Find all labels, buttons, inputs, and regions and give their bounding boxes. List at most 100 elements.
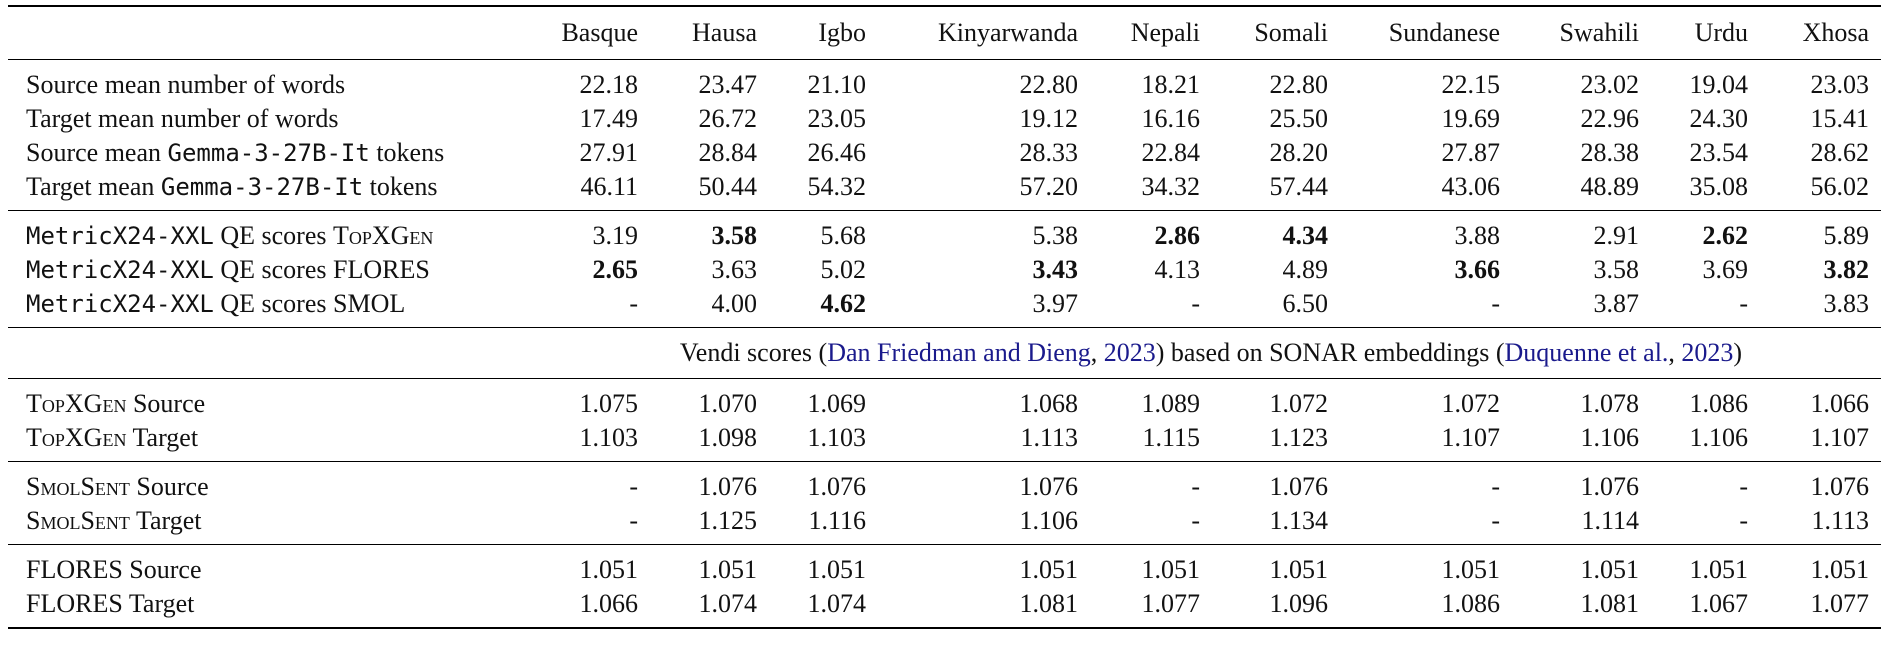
value-cell: 1.051 — [541, 544, 650, 587]
value-cell: 1.066 — [1760, 378, 1881, 421]
value-cell: 3.82 — [1823, 255, 1870, 284]
vendi-caption: Vendi scores (Dan Friedman and Dieng, 20… — [541, 327, 1881, 379]
citation-year-link[interactable]: 2023 — [1103, 338, 1156, 367]
value-cell: 19.04 — [1651, 59, 1760, 102]
table-row: Target mean number of words 17.49 26.72 23… — [8, 102, 1881, 136]
row-label: FLORES Source — [8, 544, 541, 587]
value-cell: 5.38 — [878, 210, 1090, 253]
value-cell: 3.66 — [1454, 255, 1501, 284]
table-row: FLORES Target 1.066 1.074 1.074 1.081 1.077 1… — [8, 587, 1881, 629]
value-cell: 1.107 — [1441, 423, 1501, 452]
value-cell: 1.066 — [541, 587, 650, 629]
table-row: SmolSent Source -1.076 1.076 1.076-1.076-1… — [8, 461, 1881, 504]
value-cell: 1.076 — [1212, 461, 1340, 504]
value-cell: 1.078 — [1512, 378, 1651, 421]
row-label: MetricX24-XXL QE scores SMOL — [26, 289, 406, 318]
value-cell: 1.076 — [1512, 461, 1651, 504]
value-cell: - — [1651, 461, 1760, 504]
value-cell: 28.33 — [1019, 138, 1079, 167]
value-cell: 4.62 — [820, 289, 867, 318]
value-cell: 15.41 — [1810, 104, 1870, 133]
value-cell: 1.089 — [1090, 378, 1212, 421]
citation-link[interactable]: Dan Friedman and Dieng — [827, 338, 1091, 367]
value-cell: 3.88 — [1340, 210, 1512, 253]
value-cell: 50.44 — [698, 172, 758, 201]
value-cell: 23.54 — [1689, 138, 1749, 167]
value-cell: 1.051 — [1760, 544, 1881, 587]
value-cell: 1.125 — [698, 506, 758, 535]
row-label: Source mean number of words — [8, 59, 541, 102]
value-cell: 4.00 — [711, 289, 758, 318]
value-cell: 2.62 — [1651, 210, 1760, 253]
value-cell: 22.96 — [1580, 104, 1640, 133]
value-cell: 3.58 — [650, 210, 769, 253]
value-cell: 5.68 — [769, 210, 878, 253]
header-urdu: Urdu — [1651, 5, 1760, 60]
value-cell: 1.072 — [1212, 378, 1340, 421]
value-cell: 1.113 — [1020, 423, 1078, 452]
header-somali: Somali — [1212, 5, 1340, 60]
value-cell: 35.08 — [1689, 172, 1749, 201]
value-cell: 46.11 — [580, 172, 638, 201]
value-cell: 4.34 — [1212, 210, 1340, 253]
header-empty — [8, 5, 541, 60]
value-cell: 2.65 — [592, 255, 639, 284]
header-nepali: Nepali — [1090, 5, 1212, 60]
value-cell: 1.096 — [1212, 587, 1340, 629]
value-cell: 1.103 — [807, 423, 867, 452]
row-label: Target mean Gemma-3-27B-It tokens — [26, 172, 438, 201]
value-cell: 48.89 — [1580, 172, 1640, 201]
citation-year-link[interactable]: 2023 — [1681, 338, 1734, 367]
value-cell: 27.91 — [579, 138, 639, 167]
table-row: TopXGen Target 1.103 1.098 1.103 1.113 1.115… — [8, 421, 1881, 462]
table-row: FLORES Source 1.051 1.051 1.051 1.051 1.051 1… — [8, 544, 1881, 587]
value-cell: 1.098 — [698, 423, 758, 452]
citation-link[interactable]: Duquenne et al. — [1504, 338, 1669, 367]
value-cell: 1.076 — [1760, 461, 1881, 504]
value-cell: 28.38 — [1580, 138, 1640, 167]
value-cell: 1.069 — [769, 378, 878, 421]
value-cell: 1.113 — [1811, 506, 1869, 535]
row-label: SmolSent Source — [8, 461, 541, 504]
table-row: MetricX24-XXL QE scores FLORES 2.65 3.63 5… — [8, 253, 1881, 287]
value-cell: 1.086 — [1340, 587, 1512, 629]
table-row: TopXGen Source 1.075 1.070 1.069 1.068 1.089… — [8, 378, 1881, 421]
value-cell: 22.80 — [878, 59, 1090, 102]
value-cell: 3.63 — [711, 255, 758, 284]
value-cell: 1.106 — [1019, 506, 1079, 535]
value-cell: 19.12 — [1019, 104, 1079, 133]
table-row: Source mean Gemma-3-27B-It tokens 27.91 2… — [8, 136, 1881, 170]
value-cell: 18.21 — [1090, 59, 1212, 102]
header-xhosa: Xhosa — [1760, 5, 1881, 60]
row-label: Target mean number of words — [26, 104, 339, 133]
value-cell: 43.06 — [1441, 172, 1501, 201]
value-cell: 1.123 — [1269, 423, 1329, 452]
row-label: TopXGen Source — [8, 378, 541, 421]
value-cell: 26.72 — [698, 104, 758, 133]
value-cell: - — [629, 506, 638, 535]
value-cell: 1.074 — [769, 587, 878, 629]
header-igbo: Igbo — [769, 5, 878, 60]
value-cell: 25.50 — [1269, 104, 1329, 133]
value-cell: - — [541, 461, 650, 504]
value-cell: 28.62 — [1810, 138, 1870, 167]
value-cell: 1.114 — [1581, 506, 1639, 535]
value-cell: 1.076 — [769, 461, 878, 504]
value-cell: 1.106 — [1689, 423, 1749, 452]
value-cell: 1.051 — [878, 544, 1090, 587]
value-cell: 1.106 — [1580, 423, 1640, 452]
value-cell: 1.134 — [1269, 506, 1329, 535]
value-cell: - — [1739, 506, 1748, 535]
value-cell: 34.32 — [1141, 172, 1201, 201]
value-cell: - — [629, 289, 638, 318]
value-cell: 54.32 — [807, 172, 867, 201]
value-cell: 3.87 — [1593, 289, 1640, 318]
value-cell: 1.051 — [1651, 544, 1760, 587]
value-cell: 1.068 — [878, 378, 1090, 421]
value-cell: 1.067 — [1651, 587, 1760, 629]
value-cell: - — [1191, 506, 1200, 535]
value-cell: 1.076 — [650, 461, 769, 504]
value-cell: 3.69 — [1702, 255, 1749, 284]
value-cell: 1.051 — [1212, 544, 1340, 587]
value-cell: - — [1491, 506, 1500, 535]
